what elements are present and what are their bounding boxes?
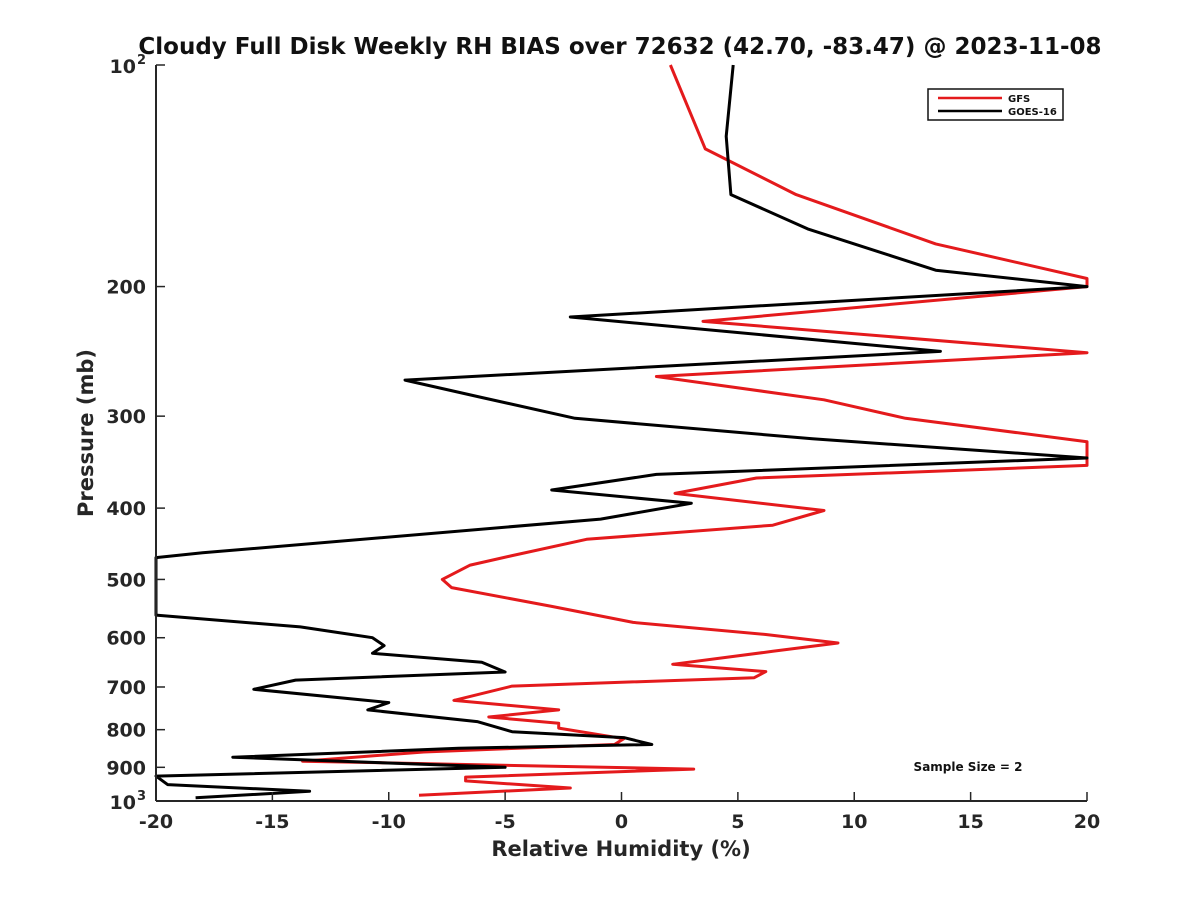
x-tick-label: -15: [255, 811, 289, 833]
plot-area: -20 -15 -10 -5 0 5 10 15 20 10 220030040050060070…: [106, 53, 1100, 833]
y-tick-label: 700: [106, 677, 146, 699]
legend-box: [927, 88, 1064, 121]
x-tick-label: 10: [841, 811, 867, 833]
x-ticks: -20 -15 -10 -5 0 5 10 15 20: [139, 792, 1100, 833]
chart-title: Cloudy Full Disk Weekly RH BIAS over 726…: [138, 34, 1101, 60]
legend: GFS GOES-16: [927, 88, 1064, 121]
series-layer: [154, 64, 1089, 800]
y-tick-label: 10: [110, 56, 136, 78]
legend-label-gfs: GFS: [1008, 94, 1030, 105]
x-tick-label: 5: [731, 811, 744, 833]
y-tick-label: 400: [106, 498, 146, 520]
y-tick-label: 600: [106, 628, 146, 650]
y-tick-label: 500: [106, 569, 146, 591]
y-tick-exponent: 2: [137, 53, 146, 68]
legend-label-goes16: GOES-16: [1008, 107, 1057, 118]
y-tick-exponent: 3: [137, 789, 146, 804]
x-tick-label: -10: [372, 811, 406, 833]
series-line-gfs: [301, 64, 1089, 797]
x-tick-label: 0: [615, 811, 628, 833]
y-tick-label: 300: [106, 406, 146, 428]
y-axis-label: Pressure (mb): [74, 349, 98, 517]
y-tick-label: 200: [106, 277, 146, 299]
x-axis-label: Relative Humidity (%): [491, 837, 750, 861]
x-tick-label: 15: [957, 811, 983, 833]
y-tick-label: 900: [106, 757, 146, 779]
sample-size-annotation: Sample Size = 2: [914, 760, 1023, 774]
x-tick-label: -5: [495, 811, 516, 833]
y-tick-label: 10: [110, 792, 136, 814]
x-tick-label: 20: [1074, 811, 1100, 833]
y-tick-label: 800: [106, 720, 146, 742]
series-line-goes16: [154, 64, 1089, 800]
x-tick-label: -20: [139, 811, 173, 833]
